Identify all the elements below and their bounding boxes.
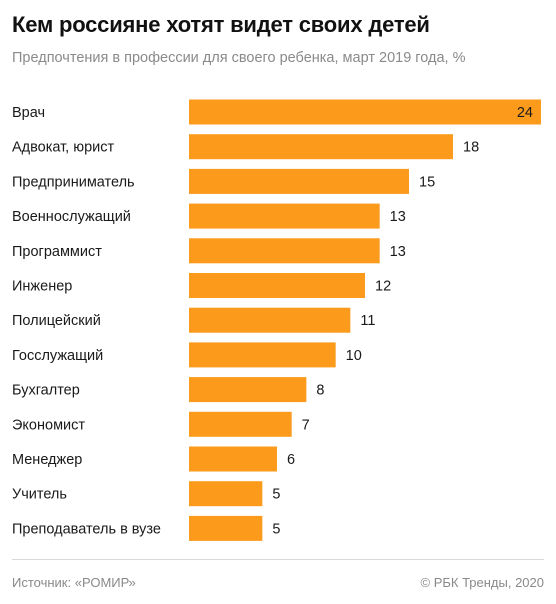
bar — [189, 411, 292, 437]
bar — [189, 134, 453, 160]
bar — [189, 307, 351, 333]
value-label: 7 — [302, 417, 310, 433]
category-label: Предприниматель — [12, 174, 135, 190]
value-label: 5 — [272, 487, 280, 503]
bar — [189, 342, 336, 368]
category-label: Военнослужащий — [12, 209, 131, 225]
category-label: Бухгалтер — [12, 383, 80, 399]
category-label: Полицейский — [12, 313, 101, 329]
category-label: Учитель — [12, 487, 67, 503]
category-label: Экономист — [12, 417, 85, 433]
category-label: Врач — [12, 105, 45, 121]
bars-group: Врач 24 Адвокат, юрист 18 Предприниматель 15 В… — [12, 99, 541, 541]
bar — [189, 515, 263, 541]
bar — [189, 168, 409, 194]
value-label: 12 — [375, 279, 391, 295]
source-note: Источник: «РОМИР» — [12, 575, 136, 590]
value-label: 15 — [419, 174, 435, 190]
value-label: 5 — [272, 521, 280, 537]
copyright-note: © РБК Тренды, 2020 — [420, 575, 545, 590]
value-label: 13 — [390, 244, 406, 260]
bar — [189, 481, 263, 507]
bar — [189, 446, 277, 472]
bar — [189, 203, 380, 229]
value-label: 24 — [517, 105, 533, 121]
value-label: 6 — [287, 452, 295, 468]
bar — [189, 273, 365, 298]
value-label: 10 — [346, 348, 362, 364]
category-label: Менеджер — [12, 452, 82, 468]
bar — [189, 238, 380, 264]
category-label: Инженер — [12, 279, 72, 295]
value-label: 8 — [316, 383, 324, 399]
footer-divider — [12, 559, 544, 560]
value-label: 18 — [463, 140, 479, 156]
chart-subtitle: Предпочтения в профессии для своего ребе… — [12, 50, 466, 66]
category-label: Программист — [12, 244, 102, 260]
value-label: 11 — [360, 313, 375, 329]
category-label: Адвокат, юрист — [12, 140, 115, 156]
category-label: Госслужащий — [12, 348, 103, 364]
bar — [189, 377, 307, 403]
category-label: Преподаватель в вузе — [12, 521, 161, 537]
bar — [189, 99, 541, 125]
chart-title: Кем россияне хотят видет своих детей — [12, 12, 430, 37]
value-label: 13 — [390, 209, 406, 225]
